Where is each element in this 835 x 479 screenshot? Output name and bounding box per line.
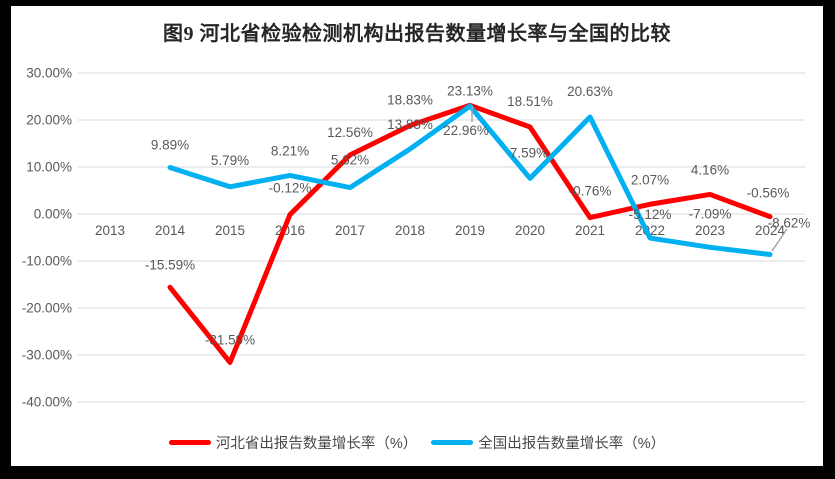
- y-axis-tick-label: 20.00%: [26, 113, 72, 128]
- data-label-hebei: -0.56%: [747, 186, 790, 201]
- legend-swatch-national-line: [431, 440, 474, 445]
- x-axis-year-label: 2014: [155, 223, 186, 238]
- series-line-national: [167, 103, 773, 258]
- legend-item-hebei: 河北省出报告数量增长率（%）: [168, 432, 418, 453]
- data-label-national: -7.09%: [689, 206, 732, 221]
- line-chart-plot-area: 30.00% 20.00% 10.00% 0.00% -10.00% -20.00% -30…: [22, 66, 811, 410]
- data-label-hebei: -15.59%: [145, 257, 195, 272]
- data-label-national: 22.96%: [443, 123, 489, 138]
- data-label-national: 5.79%: [211, 153, 249, 168]
- x-axis-year-label: 2021: [575, 223, 605, 238]
- x-axis-year-label: 2013: [95, 223, 125, 238]
- x-axis-year-label: 2023: [695, 223, 725, 238]
- y-axis-tick-label: -30.00%: [22, 348, 72, 363]
- legend-item-national: 全国出报告数量增长率（%）: [431, 432, 665, 453]
- y-axis-tick-label: -10.00%: [22, 254, 72, 269]
- data-label-hebei: -31.59%: [205, 332, 255, 347]
- x-axis-year-label: 2024: [755, 223, 786, 238]
- data-label-hebei: -0.76%: [569, 184, 612, 199]
- y-axis-tick-label: -40.00%: [22, 395, 72, 410]
- x-axis-year-label: 2015: [215, 223, 245, 238]
- data-label-hebei: 4.16%: [691, 162, 729, 177]
- data-label-national: 8.21%: [271, 143, 309, 158]
- legend-label-national: 全国出报告数量增长率（%）: [478, 436, 666, 452]
- legend-label-hebei: 河北省出报告数量增长率（%）: [215, 436, 418, 452]
- y-axis-tick-label: 0.00%: [34, 207, 72, 222]
- data-label-national: -5.12%: [629, 207, 672, 222]
- data-label-hebei: 12.56%: [327, 125, 373, 140]
- chart-legend: 河北省出报告数量增长率（%） 全国出报告数量增长率（%）: [11, 432, 823, 453]
- y-axis-tick-label: -20.00%: [22, 301, 72, 316]
- data-label-national: 20.63%: [567, 84, 613, 99]
- label-leader-line: [771, 228, 788, 252]
- chart-canvas: 图9 河北省检验检测机构出报告数量增长率与全国的比较 30.00% 20.00% 1…: [11, 6, 823, 466]
- data-label-national: 7.59%: [510, 145, 548, 160]
- legend-swatch-hebei-line: [168, 440, 211, 445]
- x-axis-year-label: 2017: [335, 223, 365, 238]
- data-label-hebei: 18.51%: [507, 94, 553, 109]
- chart-title: 图9 河北省检验检测机构出报告数量增长率与全国的比较: [163, 23, 671, 45]
- data-label-national: 13.83%: [387, 117, 433, 132]
- data-label-hebei: -0.12%: [269, 181, 312, 196]
- x-axis-year-label: 2019: [455, 223, 485, 238]
- data-label-hebei: 2.07%: [631, 172, 669, 187]
- x-axis-year-label: 2020: [515, 223, 545, 238]
- data-label-hebei: 18.83%: [387, 92, 433, 107]
- y-axis-tick-label: 10.00%: [26, 160, 72, 175]
- x-axis-year-label: 2018: [395, 223, 425, 238]
- data-label-national: 5.62%: [331, 153, 369, 168]
- data-label-national: 9.89%: [151, 138, 189, 153]
- data-label-hebei: 23.13%: [447, 83, 493, 98]
- data-label-national: -8.62%: [768, 216, 811, 231]
- y-axis-tick-label: 30.00%: [26, 66, 72, 81]
